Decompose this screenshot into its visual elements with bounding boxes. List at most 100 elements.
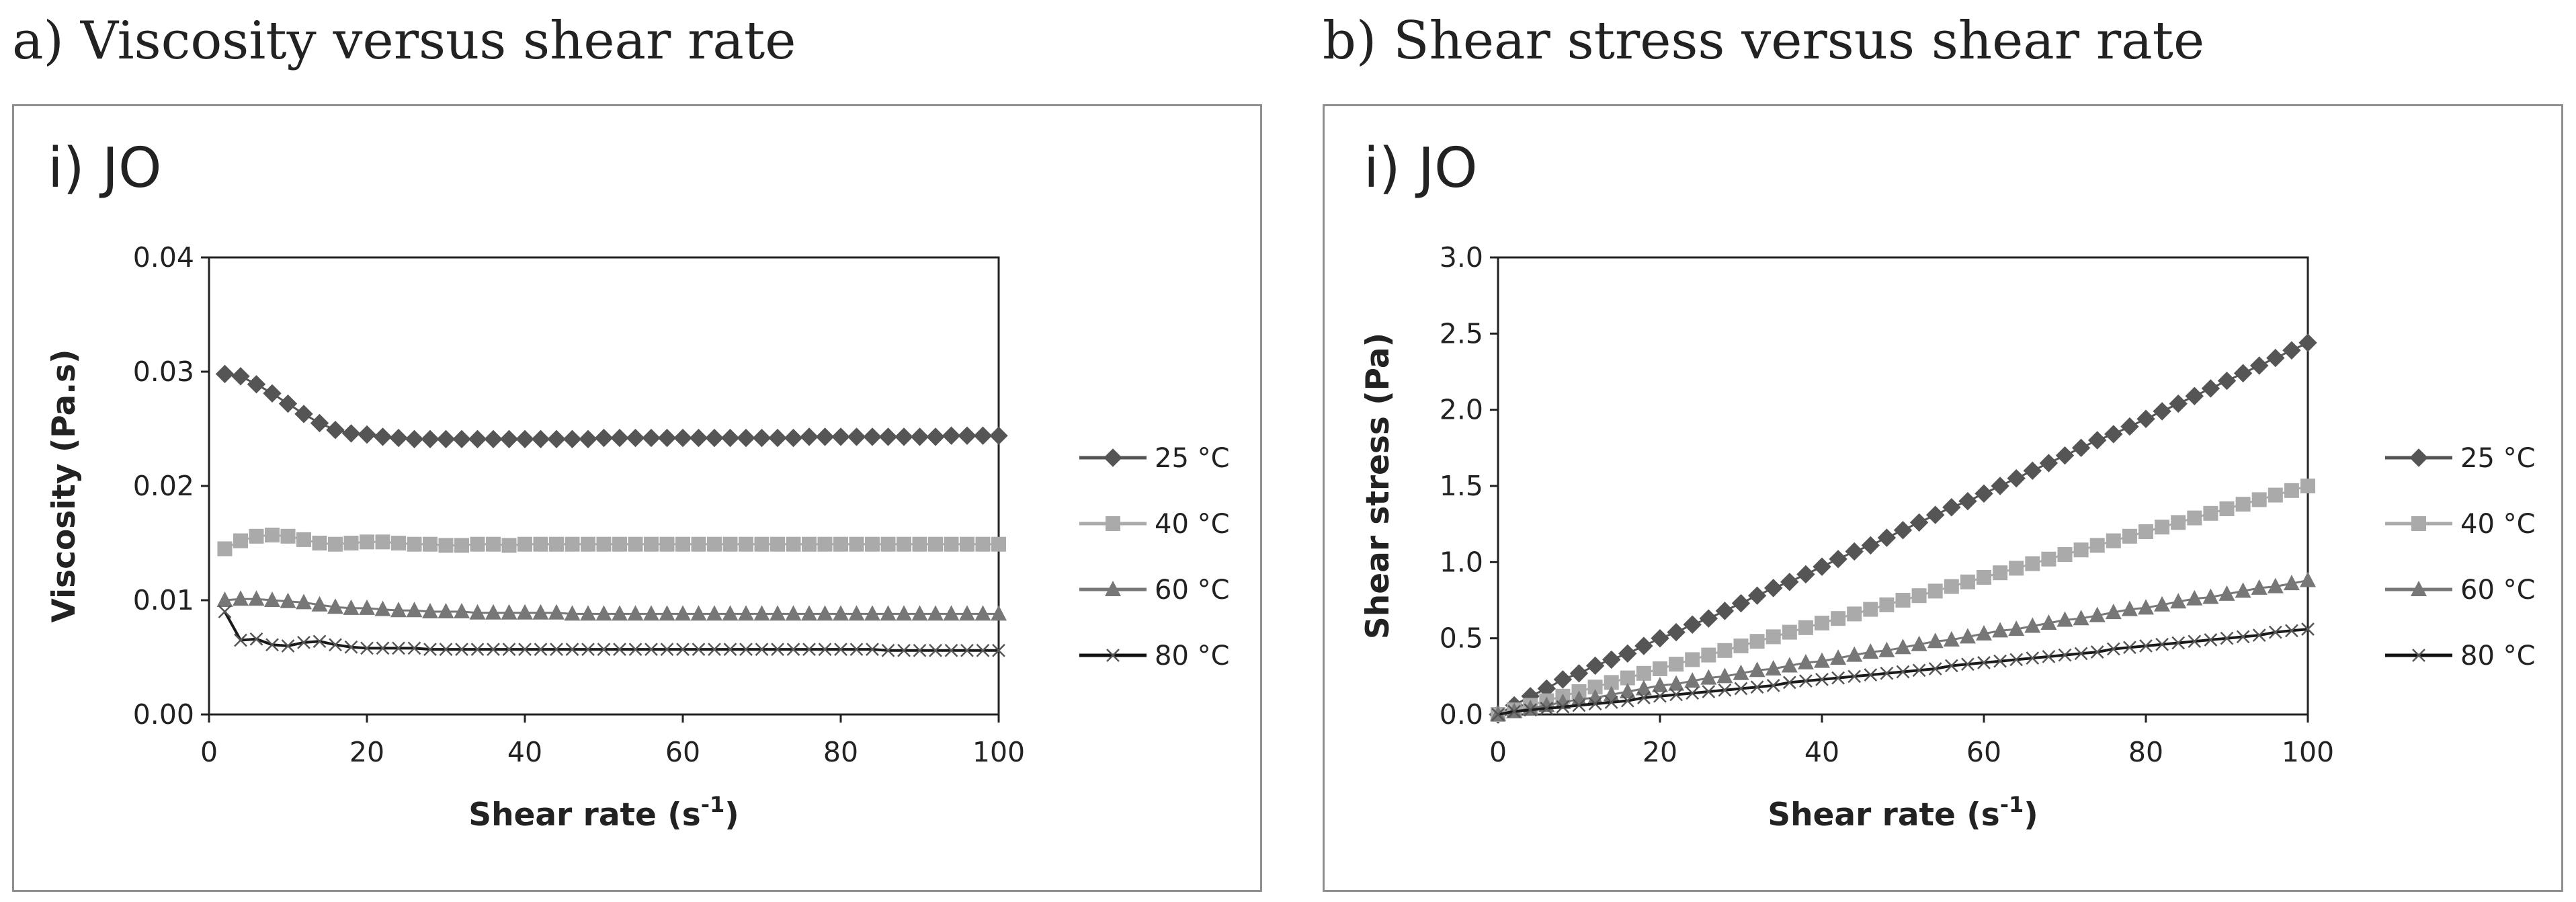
data-point [1491,708,1505,721]
data-point [2235,497,2251,512]
data-point [280,592,296,608]
data-point [2120,417,2139,436]
data-point [2268,625,2282,639]
data-point [2186,589,2203,606]
data-point [2058,648,2072,662]
data-point [944,536,959,552]
data-point [231,367,250,386]
data-point [2204,633,2218,647]
data-point [800,427,819,446]
data-point [216,591,233,607]
data-point [1880,666,1894,680]
data-point [1862,643,1879,659]
data-point [1556,700,1570,714]
legend-label: 80 °C [2460,641,2536,671]
data-point [533,536,548,552]
data-point [265,638,279,652]
data-point [2025,556,2040,571]
data-point [753,605,770,621]
chart-title: i) JO [48,136,162,200]
data-point [1718,683,1732,697]
series-1 [217,528,1006,557]
data-point [329,638,342,652]
data-point [455,643,468,656]
chart-a-frame: i) JO 0.00 0.01 0.02 0.03 0.04 0 20 40 60 80 100 Vis… [12,104,1262,892]
data-point [720,428,740,448]
data-point [2220,631,2234,645]
data-point [2233,364,2253,382]
data-point [326,420,345,440]
data-point [1763,579,1783,598]
data-point [1831,671,1845,685]
data-point [2039,454,2059,473]
data-point [1667,622,1686,642]
data-point [1813,557,1831,576]
data-point [958,426,977,445]
data-point [1668,675,1685,691]
y-tick-label: 3.0 [1440,241,1483,274]
data-point [1877,528,1897,547]
data-point [673,428,692,448]
data-point [518,643,532,656]
data-point [263,384,282,403]
panel-a-caption: a) Viscosity versus shear rate [12,11,796,71]
x-axis-title-superscript: -1 [701,792,725,817]
data-point [1878,641,1895,657]
legend-label: 80 °C [1155,641,1230,671]
data-point [2104,425,2123,444]
data-point [880,536,896,552]
data-point [834,643,847,656]
data-point [565,536,580,552]
legend-label: 60 °C [1155,575,1230,606]
data-point [1977,656,1991,669]
data-point [423,643,437,656]
data-point [297,636,310,649]
legend-label: 25 °C [1155,443,1230,474]
data-point [801,605,817,621]
data-point [1815,672,1829,686]
data-point [581,536,595,552]
data-point [706,605,722,621]
data-point [1829,550,1847,569]
data-point [470,643,485,656]
data-point [2055,446,2075,465]
data-point [1716,667,1733,684]
legend-marker [1104,448,1122,467]
data-point [452,429,471,449]
x-axis-title-text: Shear rate (s [468,796,701,833]
data-point [645,643,658,656]
data-point [831,427,850,446]
y-axis-title: Shear stress (Pa) [1360,333,1397,639]
data-point [1619,683,1636,698]
data-point [550,643,563,656]
data-point [2009,561,2024,576]
data-point [454,538,469,553]
data-point [423,536,438,552]
data-point [1588,697,1602,711]
legend-entry: 80 °C [1079,641,1230,671]
data-point [2024,617,2041,633]
data-point [2073,542,2089,558]
data-point [594,428,614,448]
data-point [802,536,817,552]
data-point [407,641,421,655]
data-point [928,536,943,552]
data-point [1912,663,1926,678]
data-point [343,536,359,550]
data-point [2136,409,2155,428]
data-point [2283,575,2300,591]
data-point [1699,609,1718,628]
data-point [2267,577,2284,593]
data-point [2138,524,2153,539]
data-point [1653,689,1667,703]
data-point [2202,588,2219,604]
data-point [1636,665,1651,681]
data-point [1669,688,1683,702]
data-point [296,593,312,610]
data-point [1540,702,1554,715]
data-point [1782,675,1796,690]
data-point [676,643,690,656]
data-point [548,604,565,620]
data-point [2170,593,2187,609]
data-point [960,536,974,552]
